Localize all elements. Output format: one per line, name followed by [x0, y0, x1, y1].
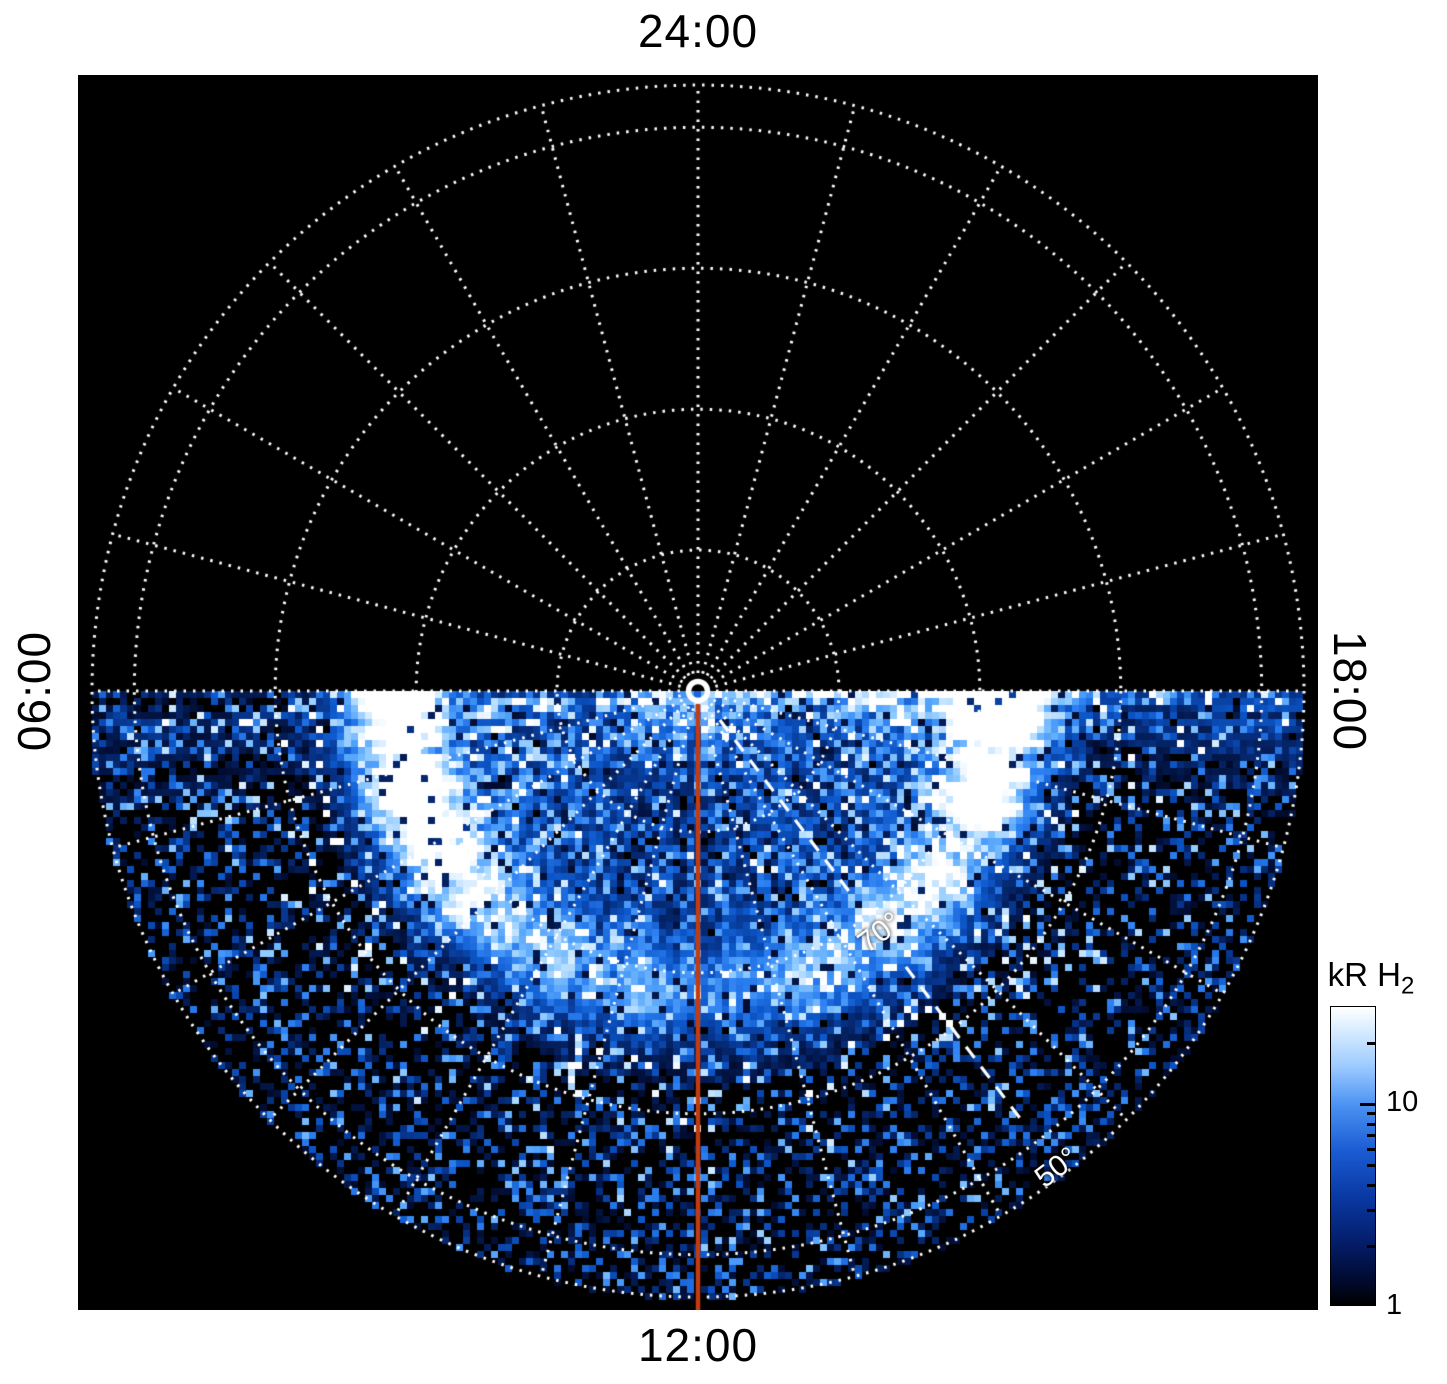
colorbar-title: kR H2 [1328, 956, 1415, 1001]
colorbar-minor-tick [1367, 1134, 1375, 1138]
colorbar-tick-label-0: 10 [1386, 1085, 1419, 1118]
colorbar-minor-tick [1367, 1244, 1375, 1248]
colorbar-major-tick [1360, 1303, 1375, 1306]
time-label-0600: 06:00 [8, 630, 60, 752]
time-label-1200: 12:00 [637, 1319, 759, 1371]
polar-plot: 70° 50° [78, 75, 1318, 1310]
colorbar-major-tick [1360, 1102, 1375, 1106]
colorbar-minor-tick [1367, 1112, 1375, 1116]
time-label-2400: 24:00 [637, 5, 759, 57]
time-label-1800: 18:00 [1324, 630, 1376, 752]
colorbar-minor-tick [1367, 1209, 1375, 1213]
colorbar-minor-tick [1367, 1147, 1375, 1151]
colorbar [1330, 1006, 1376, 1306]
colorbar-ticks [1331, 1007, 1375, 1306]
colorbar-minor-tick [1367, 1041, 1375, 1045]
polar-heatmap-canvas [78, 75, 1318, 1310]
colorbar-minor-tick [1367, 1183, 1375, 1187]
colorbar-minor-tick [1367, 1164, 1375, 1168]
colorbar-tick-label-1: 1 [1386, 1289, 1403, 1321]
colorbar-minor-tick [1367, 1122, 1375, 1126]
colorbar-title-text: kR H [1327, 956, 1401, 993]
colorbar-title-subscript: 2 [1400, 972, 1415, 1000]
